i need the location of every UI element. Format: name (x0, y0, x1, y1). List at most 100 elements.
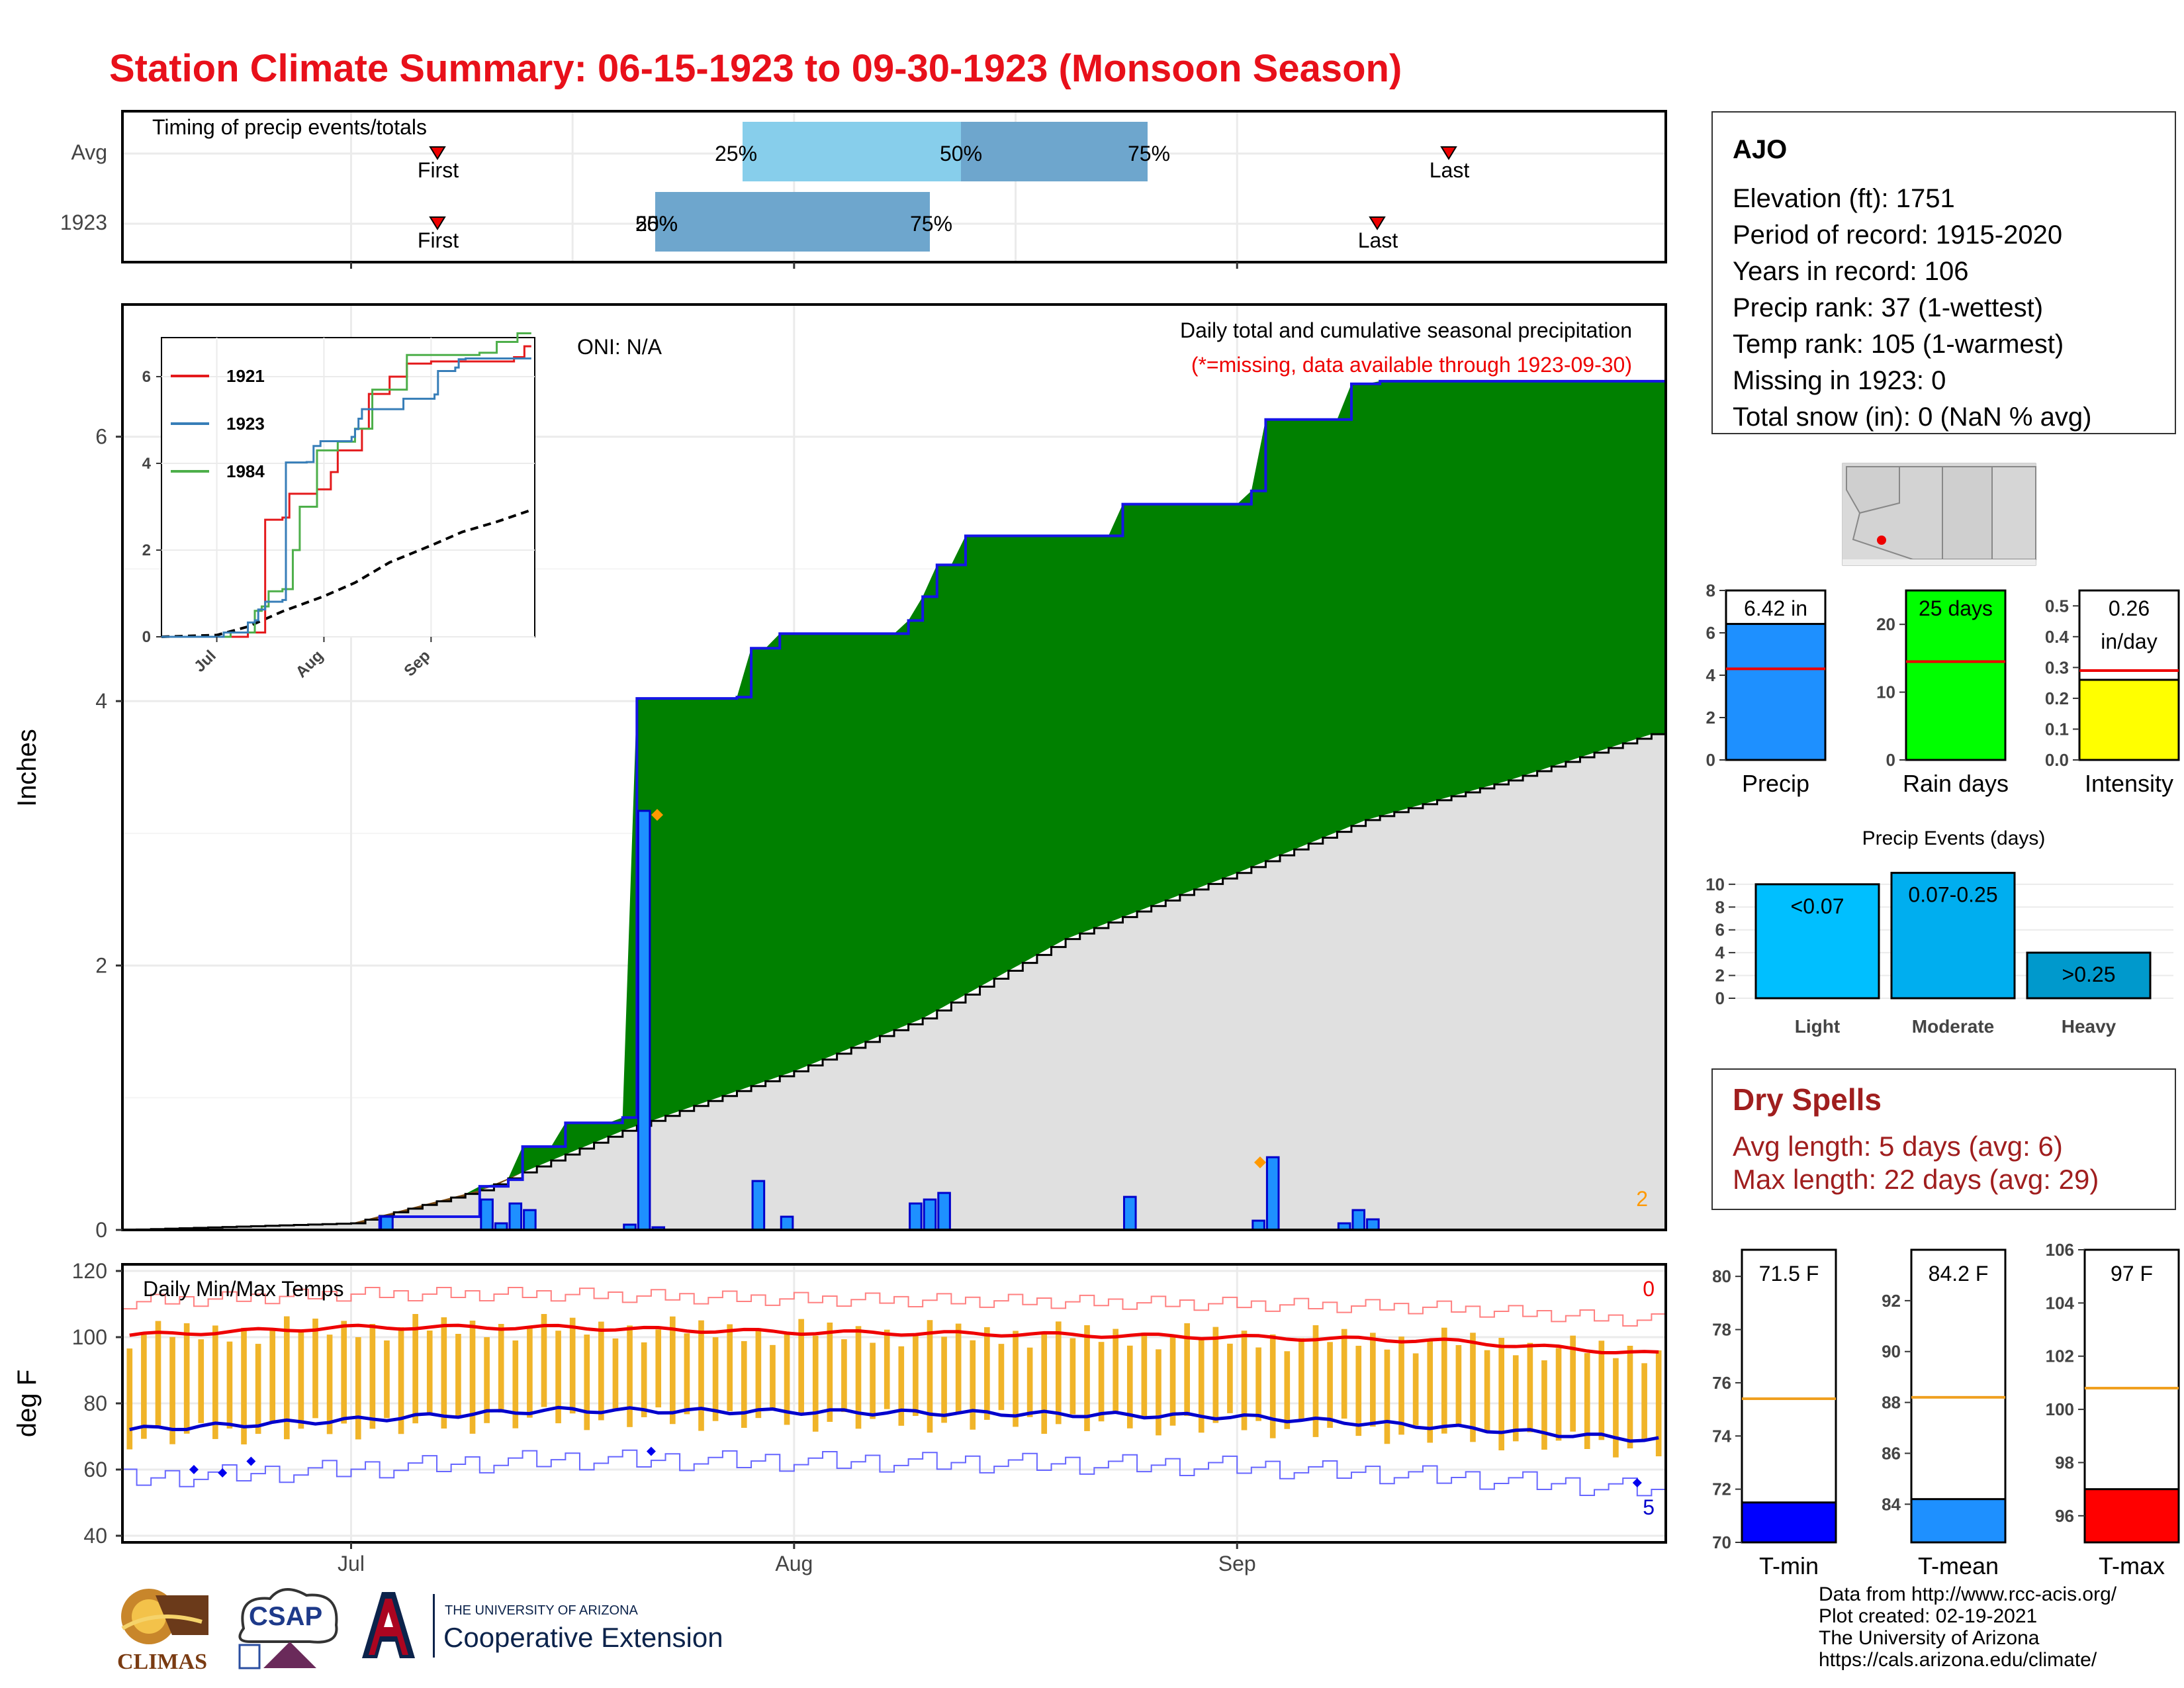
daily-temp-bar (255, 1344, 261, 1434)
summary-ytick-label: 0 (1706, 750, 1715, 770)
daily-temp-bar (1341, 1329, 1347, 1419)
inset-legend-label: 1921 (226, 366, 265, 386)
temp-summary-ytick-label: 70 (1712, 1532, 1731, 1552)
dry-spells-max: Max length: 22 days (avg: 29) (1733, 1164, 2099, 1195)
dry-spells-title: Dry Spells (1733, 1082, 1882, 1117)
y1923-last-label: Last (1358, 228, 1398, 252)
climas-text: CLIMAS (116, 1650, 208, 1674)
station-precip-rank: Precip rank: 37 (1-wettest) (1733, 293, 2044, 322)
daily-temp-bar (669, 1316, 676, 1425)
daily-temp-bar (1156, 1349, 1161, 1436)
summary-ytick-label: 0.1 (2045, 719, 2069, 739)
precip-ytick-label: 4 (95, 689, 107, 713)
summary-bar-value: 6.42 in (1744, 596, 1807, 620)
events-ytick-label: 2 (1715, 966, 1725, 986)
daily-precip-bar (937, 1192, 951, 1231)
daily-temp-bar (1126, 1345, 1133, 1429)
daily-temp-bar (1570, 1335, 1576, 1432)
events-title: Precip Events (days) (1862, 827, 2046, 849)
daily-precip-bars (380, 810, 1380, 1231)
temp-summary-bar (1910, 1498, 2007, 1544)
daily-precip-bar (1251, 1219, 1265, 1231)
daily-temp-bar (355, 1337, 361, 1440)
daily-temp-bar (870, 1342, 876, 1419)
daily-temp-bar (1613, 1358, 1619, 1458)
events-ytick-label: 4 (1715, 943, 1725, 962)
y1923-first-marker (429, 216, 446, 230)
daily-temp-bar (1470, 1333, 1476, 1442)
timing-row-1923: 1923 (60, 211, 107, 234)
daily-temp-bar (1455, 1345, 1462, 1425)
summary-ytick-label: 0.0 (2045, 750, 2069, 770)
summary-bar-value: 25 days (1919, 596, 1993, 620)
daily-temp-bar (398, 1327, 404, 1434)
y1923-pct-50: 50% (635, 212, 678, 236)
y1923-pct-25: 25% (635, 212, 678, 236)
daily-temp-bar (655, 1329, 662, 1408)
daily-temp-bar (855, 1326, 862, 1429)
temp-summary-ytick-label: 102 (2046, 1346, 2074, 1366)
temp-ytick-label: 120 (72, 1259, 107, 1283)
temp-summary-ytick-label: 76 (1712, 1373, 1731, 1393)
daily-precip-bar (923, 1198, 937, 1231)
daily-temp-bar (955, 1323, 962, 1413)
y1923-bar-25-75 (655, 192, 930, 252)
events-bar-label: >0.25 (2062, 962, 2116, 986)
summary-ytick-label: 4 (1706, 665, 1716, 685)
inset-legend-label: 1923 (226, 414, 265, 434)
credit-url: https://cals.arizona.edu/climate/ (1819, 1649, 2097, 1671)
daily-temp-bar (198, 1339, 205, 1423)
avg-pct-75: 75% (1128, 142, 1170, 165)
inset-legend-label: 1984 (226, 461, 265, 481)
temp-summary-ytick-label: 86 (1882, 1443, 1901, 1463)
daily-temp-bar (1113, 1329, 1119, 1412)
record-low-marker (246, 1456, 256, 1466)
daily-temp-bar (1169, 1336, 1176, 1426)
daily-temp-bar (913, 1333, 919, 1417)
summary-ytick-label: 8 (1706, 581, 1715, 600)
record-low-marker (218, 1468, 228, 1477)
events-bar (2026, 951, 2152, 1000)
daily-precip-bar (751, 1180, 766, 1231)
avg-min-line (129, 1405, 1659, 1443)
temp-ylabel: deg F (13, 1370, 42, 1437)
daily-temp-bar (183, 1323, 190, 1434)
temp-summary-bars: 71.5 F T-min 70 72 74 76 78 80 84.2 F T-mean 84 86 8… (1712, 1240, 2180, 1579)
station-temp-rank: Temp rank: 105 (1-warmest) (1733, 330, 2064, 359)
daily-temp-bar (1013, 1331, 1019, 1427)
summary-bar-label: Precip (1742, 770, 1809, 797)
temp-summary-ytick-label: 104 (2046, 1293, 2075, 1313)
inset-ytick-label: 2 (142, 541, 151, 559)
daily-temp-bar (1026, 1347, 1033, 1417)
daily-precip-bar (1366, 1218, 1380, 1231)
precip-ylabel: Inches (13, 729, 42, 807)
daily-temp-bar (469, 1321, 476, 1434)
daily-temp-bar (241, 1327, 247, 1445)
daily-temp-bar (1484, 1350, 1490, 1433)
temp-summary-ytick-label: 74 (1712, 1426, 1731, 1446)
station-period: Period of record: 1915-2020 (1733, 220, 2063, 250)
daily-temp-bar (641, 1342, 647, 1417)
daily-temp-bar (226, 1341, 233, 1429)
temp-summary-ytick-label: 98 (2055, 1452, 2074, 1472)
daily-temp-bar (298, 1332, 304, 1429)
daily-temp-bar (527, 1327, 533, 1418)
temp-summary-label: T-min (1759, 1552, 1819, 1579)
events-ytick-label: 0 (1715, 988, 1725, 1008)
daily-temp-bar (841, 1339, 847, 1413)
precip-panel-subtitle: (*=missing, data available through 1923-… (1191, 353, 1632, 377)
daily-temp-bars (126, 1314, 1662, 1458)
precip-ytick-label: 0 (95, 1218, 107, 1242)
daily-precip-bar (780, 1215, 794, 1231)
daily-temp-bar (1098, 1342, 1105, 1422)
daily-temp-bar (1198, 1340, 1205, 1433)
temp-summary-ytick-label: 96 (2055, 1506, 2074, 1526)
daily-temp-bar (984, 1327, 990, 1420)
avg-pct-50: 50% (940, 142, 982, 165)
record-low-marker (1632, 1478, 1642, 1487)
climas-logo: CLIMAS (109, 1582, 215, 1675)
events-ytick-label: 8 (1715, 897, 1725, 917)
page-title: Station Climate Summary: 06-15-1923 to 0… (109, 47, 1402, 90)
daily-temp-bar (1269, 1334, 1276, 1438)
credits: Data from http://www.rcc-acis.org/ Plot … (1819, 1583, 2116, 1671)
